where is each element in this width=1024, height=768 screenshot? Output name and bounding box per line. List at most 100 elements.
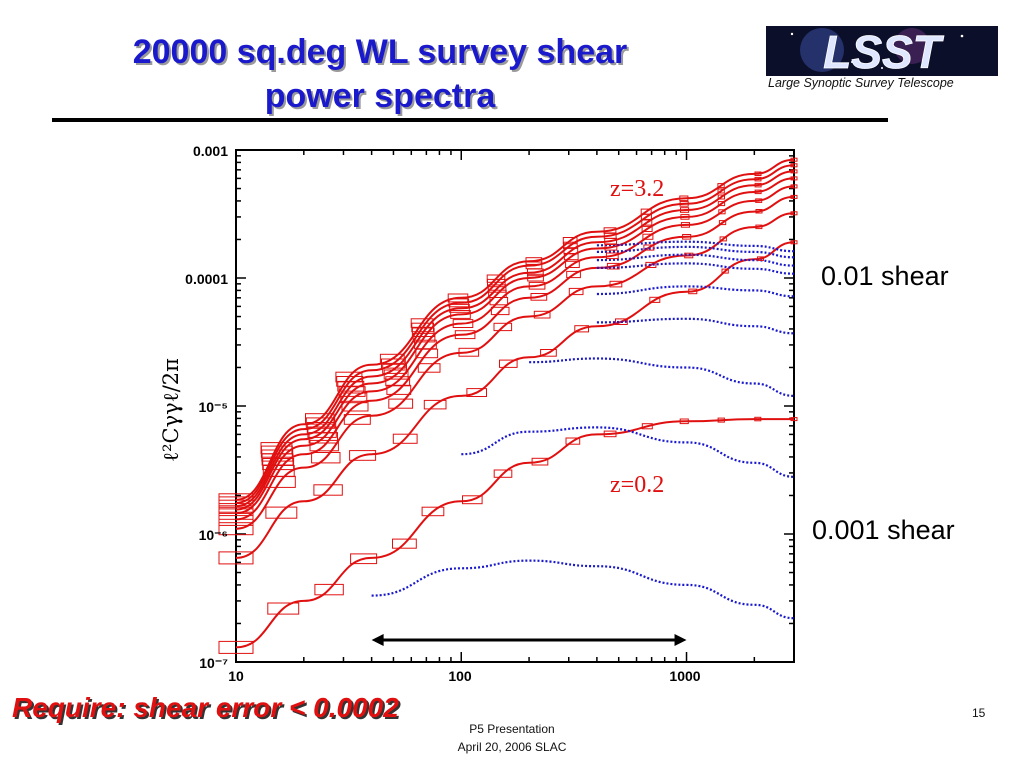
error-box (754, 416, 762, 422)
axis-ticks (235, 149, 795, 663)
error-box (649, 296, 661, 303)
error-box (452, 319, 474, 329)
error-box (790, 211, 798, 216)
error-box (493, 322, 513, 332)
linear-curve (461, 426, 795, 478)
error-box (641, 423, 653, 430)
error-box (486, 274, 506, 283)
error-box (313, 484, 343, 496)
error-box (606, 262, 620, 270)
x-tick-label: 10 (228, 668, 244, 684)
shear-power-spectrum-chart: 0.001 0.0001 10⁻⁵ 10⁻⁶ 10⁻⁷ 10 100 1000 … (159, 143, 798, 684)
error-box (309, 439, 339, 452)
error-box (790, 157, 798, 162)
annotation-0001-shear: 0.001 shear (812, 515, 955, 545)
error-box (335, 371, 363, 383)
model-curve (235, 195, 795, 521)
error-box (684, 252, 694, 259)
linear-curve (596, 240, 795, 253)
y-tick-label: 10⁻⁶ (199, 527, 228, 543)
error-box (641, 219, 653, 226)
logo-tagline: Large Synoptic Survey Telescope (768, 76, 954, 90)
linear-curve (529, 357, 795, 397)
error-box (568, 287, 584, 296)
lsst-logo: LSST (766, 26, 998, 78)
error-box (421, 506, 445, 517)
error-box (754, 176, 762, 182)
error-box (755, 198, 763, 203)
error-box (386, 384, 412, 395)
error-box (530, 293, 548, 301)
error-box (680, 214, 690, 220)
error-box (604, 244, 618, 251)
error-box (565, 437, 581, 445)
slide-title-line1: 20000 sq.deg WL survey shear (132, 33, 628, 71)
error-box (462, 495, 483, 505)
slide-title: 20000 sq.deg WL survey shear power spect… (60, 30, 700, 118)
annotation-001-shear: 0.01 shear (821, 261, 949, 291)
linear-curve (596, 317, 795, 335)
error-box (565, 260, 580, 269)
error-box (609, 280, 623, 288)
error-box (449, 303, 470, 313)
error-box (527, 273, 544, 282)
error-box (563, 241, 578, 249)
error-box (307, 426, 337, 438)
linear-curve (596, 285, 795, 298)
error-box (262, 458, 295, 471)
error-box (411, 327, 435, 337)
error-box (311, 452, 341, 464)
error-box (615, 318, 628, 325)
error-box (641, 225, 653, 233)
error-box (603, 430, 617, 438)
page-number: 15 (972, 706, 986, 720)
z-low-label: z=0.2 (610, 472, 664, 498)
requirement-text: Require: shear error < 0.0002 (12, 692, 399, 723)
title-rule (52, 118, 888, 122)
slide-title-line2: power spectra (264, 77, 496, 115)
error-box (218, 522, 254, 536)
error-box (688, 288, 698, 295)
error-box (336, 376, 364, 387)
model-curve (235, 418, 794, 649)
y-tick-label: 10⁻⁷ (199, 655, 228, 671)
model-curve (235, 164, 795, 504)
error-box (682, 234, 692, 240)
linear-curve (371, 559, 795, 620)
error-box (790, 240, 798, 245)
error-box (717, 201, 726, 207)
y-tick-label: 0.0001 (185, 271, 228, 287)
error-box (218, 493, 254, 507)
error-box (490, 306, 510, 316)
error-box (450, 310, 471, 319)
error-box (341, 400, 369, 412)
error-box (488, 289, 507, 298)
error-box (790, 163, 798, 168)
error-box (754, 171, 762, 176)
x-tick-label: 100 (448, 668, 472, 684)
linear-curve (596, 253, 795, 267)
error-box (447, 293, 469, 303)
error-box (314, 583, 344, 596)
error-box (540, 349, 557, 357)
model-curve (235, 177, 795, 511)
error-box (525, 257, 543, 265)
model-curve (235, 170, 795, 508)
linear-curve (596, 262, 795, 275)
y-axis-label: ℓ²Cγγℓ/2π (159, 358, 183, 462)
model-curve (235, 185, 795, 515)
error-box (454, 330, 476, 340)
model-curve (235, 212, 795, 530)
plot-frame (235, 149, 795, 663)
error-box (487, 284, 507, 293)
error-box (260, 442, 293, 455)
error-box (679, 418, 689, 425)
error-box (574, 325, 589, 333)
error-box (645, 261, 657, 268)
error-box (458, 347, 480, 357)
error-box (528, 281, 546, 290)
error-box-layer (218, 157, 798, 654)
error-box (790, 169, 798, 174)
error-box (721, 268, 729, 274)
linear-curve (596, 245, 795, 259)
